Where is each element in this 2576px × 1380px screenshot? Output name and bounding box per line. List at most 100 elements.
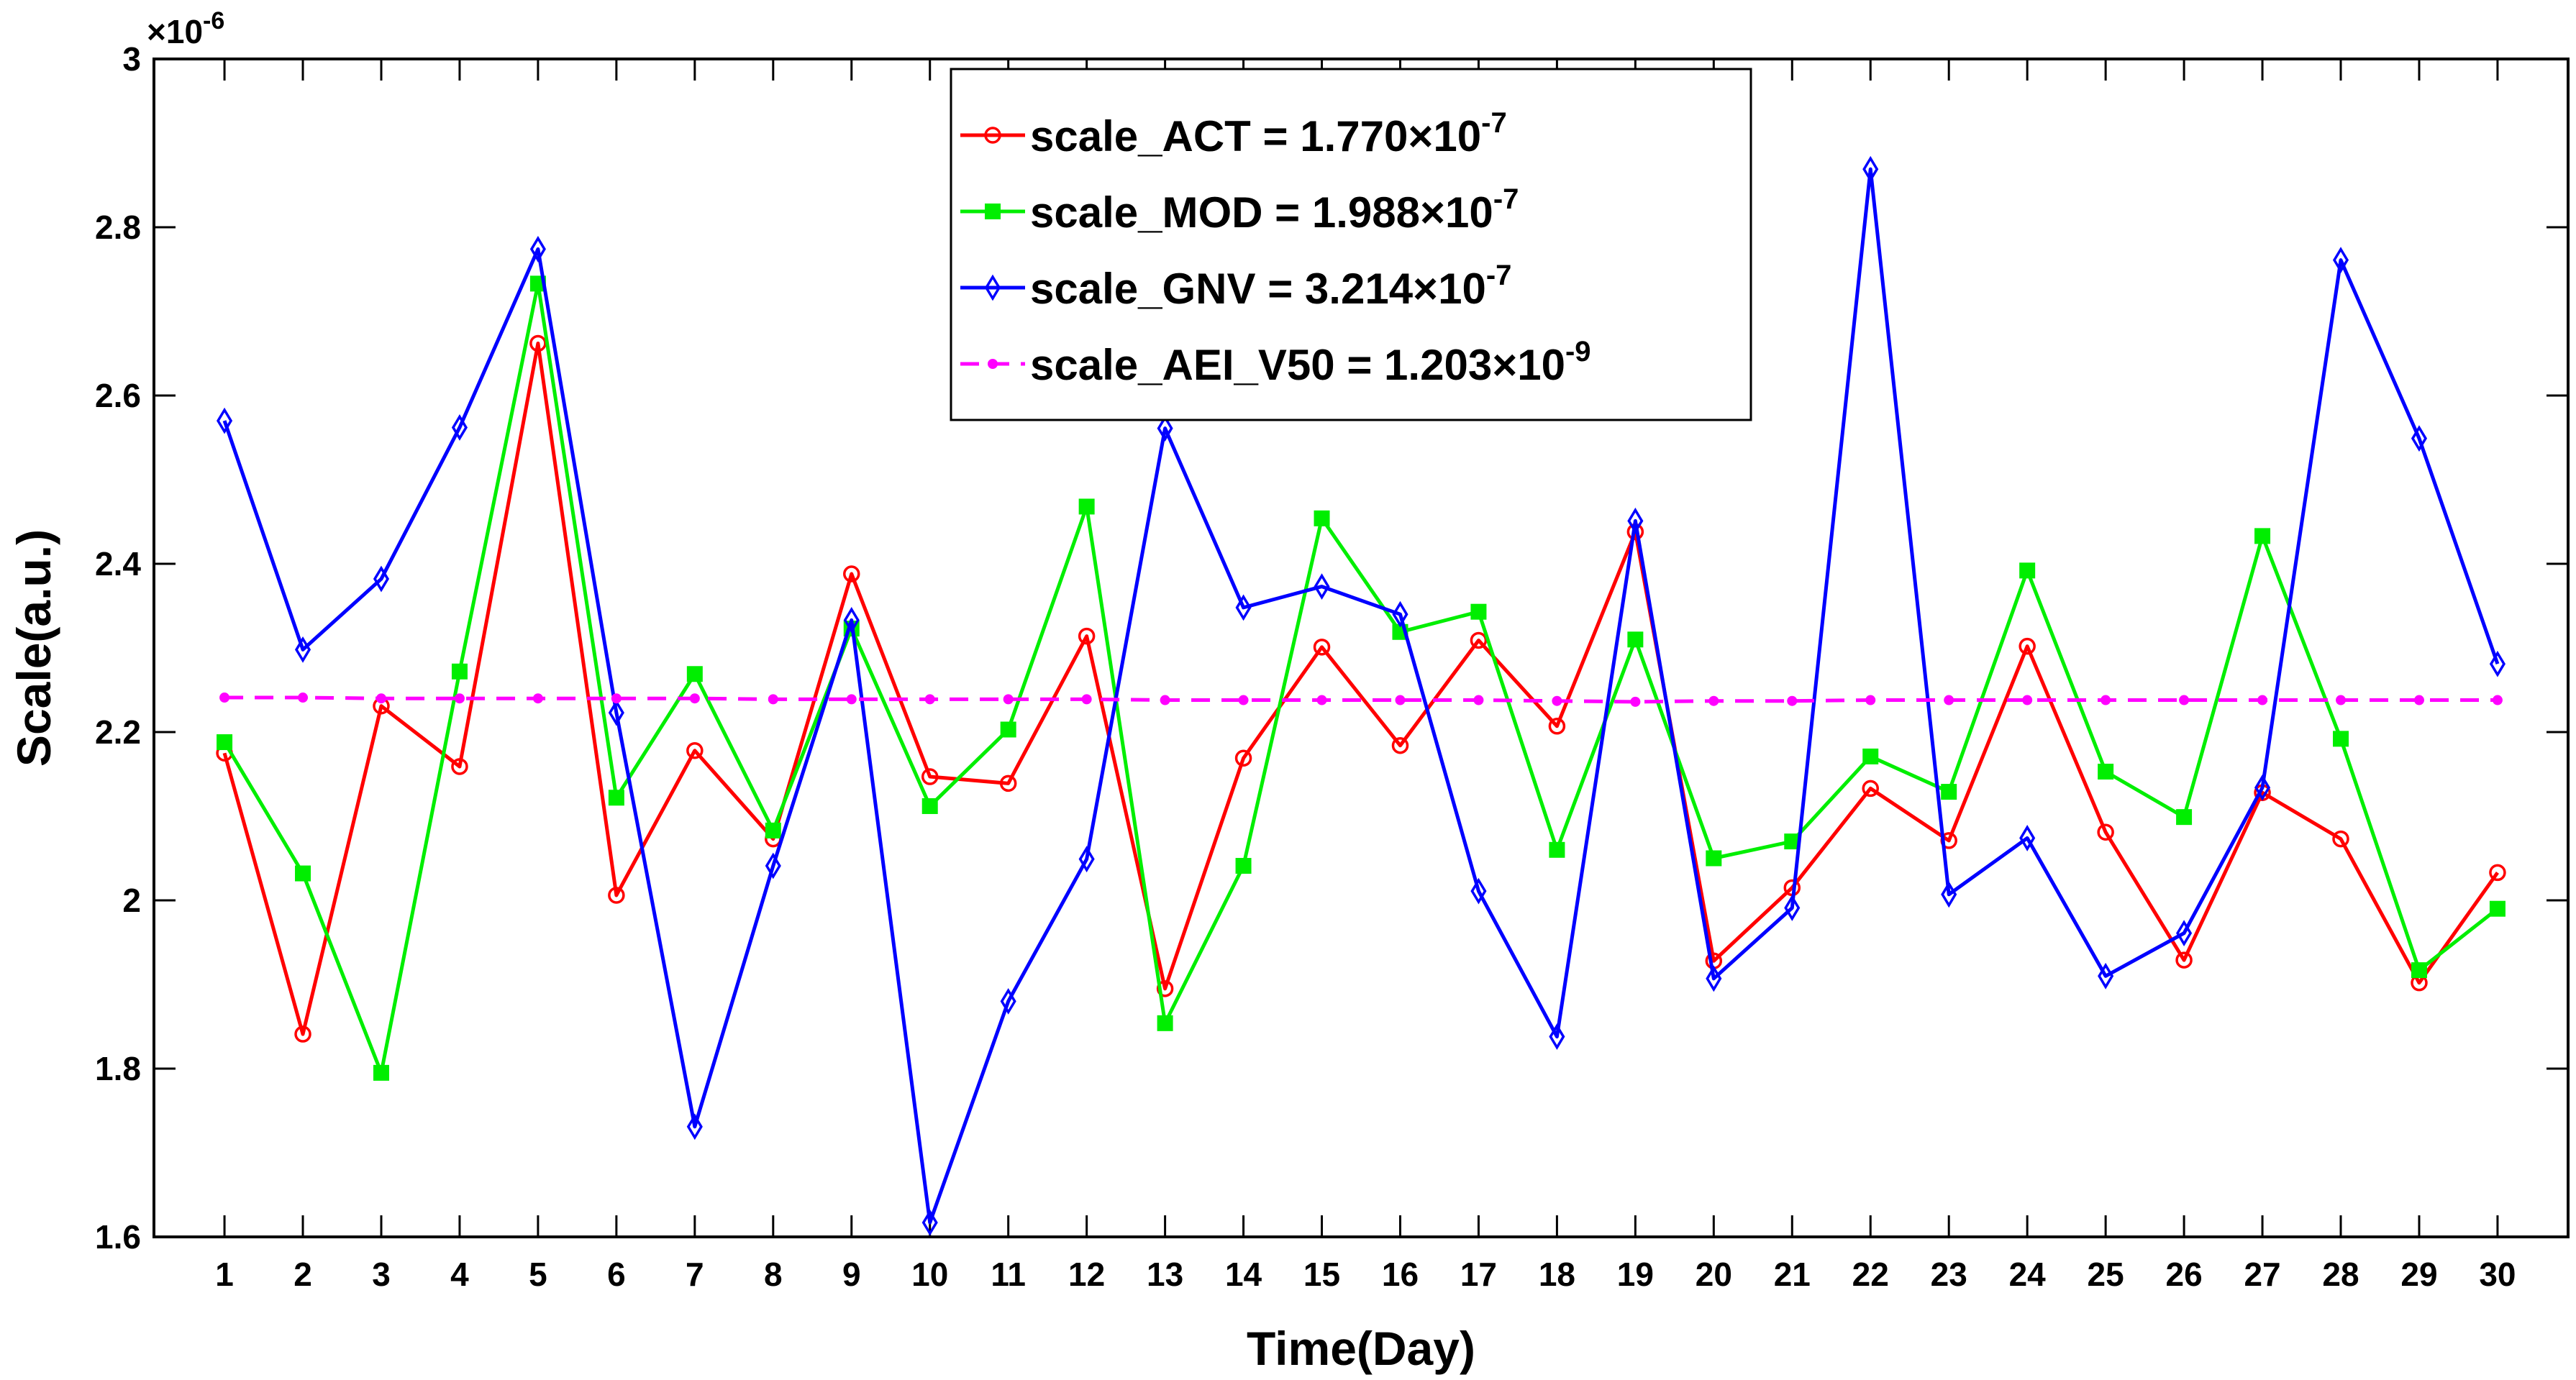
data-point-scale_GNV [2019,825,2036,851]
data-point-scale_ACT [921,768,939,785]
data-point-scale_MOD [451,663,468,680]
data-point-scale_GNV [1000,987,1016,1015]
legend-box [950,68,1752,421]
data-point-scale_GNV [373,565,390,593]
x-tick-label: 6 [607,1256,626,1293]
data-point-scale_ACT [1391,736,1409,754]
x-tick-label: 15 [1303,1256,1340,1293]
legend-swatch-marker [984,127,1001,144]
data-point-scale_AEI_V50 [1160,695,1170,705]
data-point-scale_GNV [529,236,546,262]
y-exponent-label: ×10-6 [147,7,224,50]
data-point-scale_MOD [686,666,703,682]
x-tick-label: 11 [991,1256,1026,1293]
x-tick-label: 22 [1852,1256,1889,1293]
x-tick-label: 14 [1225,1256,1262,1293]
legend: scale_ACT = 1.770×10-7 scale_MOD = 1.988×… [950,68,1752,421]
data-point-scale_MOD [2019,562,2036,579]
x-tick-label: 13 [1147,1256,1183,1293]
x-tick-label: 10 [911,1256,948,1293]
data-point-scale_AEI_V50 [1865,695,1876,705]
data-point-scale_AEI_V50 [2257,695,2268,705]
data-point-scale_MOD [373,1064,389,1081]
data-point-scale_MOD [1470,603,1487,620]
legend-swatch-marker [984,274,1001,301]
data-point-scale_MOD [2333,731,2349,747]
x-tick-label: 30 [2479,1256,2516,1293]
x-tick-label: 16 [1382,1256,1419,1293]
data-point-scale_AEI_V50 [1630,696,1641,707]
data-point-scale_AEI_V50 [924,694,935,705]
data-point-scale_MOD [1941,784,1957,800]
data-point-scale_GNV [686,1113,703,1141]
data-point-scale_MOD [1235,858,1252,874]
y-tick-label: 1.6 [95,1218,141,1256]
data-point-scale_AEI_V50 [1238,695,1249,705]
plot-frame [153,58,2570,1238]
x-tick-label: 21 [1774,1256,1811,1293]
x-tick-label: 18 [1539,1256,1575,1293]
data-point-scale_MOD [1627,631,1644,648]
x-tick-label: 29 [2400,1256,2437,1293]
series-scale_GNV [217,155,2506,1236]
data-point-scale_GNV [2176,920,2193,947]
data-point-scale_GNV [451,414,468,441]
data-point-scale_ACT [999,774,1017,792]
data-point-scale_AEI_V50 [219,693,230,703]
x-tick-label: 8 [764,1256,783,1293]
data-point-scale_MOD [2411,962,2427,979]
x-tick-label: 23 [1931,1256,1967,1293]
data-point-scale_GNV [1549,1023,1565,1050]
series-line-scale_MOD [222,281,2499,1075]
data-point-scale_GNV [2254,774,2271,801]
series-layer [216,155,2506,1236]
legend-label-scale_GNV: scale_GNV = 3.214×10-7 [1030,260,1511,313]
data-point-scale_ACT [2489,864,2506,882]
x-tick-label: 24 [2009,1256,2047,1293]
data-point-scale_ACT [529,334,547,352]
legend-label-scale_ACT: scale_ACT = 1.770×10-7 [1030,107,1507,160]
y-tick-label: 2 [122,882,141,919]
x-tick-label: 20 [1696,1256,1732,1293]
legend-swatch-marker [985,204,1001,219]
data-point-scale_MOD [1549,841,1565,858]
data-point-scale_AEI_V50 [1003,694,1014,705]
data-point-scale_GNV [2332,247,2349,274]
data-point-scale_AEI_V50 [2022,695,2033,705]
data-point-scale_GNV [2489,650,2506,677]
series-scale_AEI_V50 [219,693,2503,707]
x-tick-label: 17 [1460,1256,1497,1293]
data-point-scale_AEI_V50 [1081,694,1092,705]
data-point-scale_ACT [1234,749,1252,767]
x-tick-label: 4 [450,1256,469,1293]
data-point-scale_GNV [1941,881,1957,908]
y-axis-title: Scale(a.u.) [7,529,60,767]
data-point-scale_ACT [843,565,860,582]
data-point-scale_GNV [217,407,233,434]
x-tick-label: 27 [2244,1256,2280,1293]
data-point-scale_MOD [2176,809,2193,826]
x-tick-label: 1 [215,1256,234,1293]
data-point-scale_AEI_V50 [1316,695,1327,705]
data-point-scale_MOD [295,865,311,882]
legend-swatch-marker [988,359,998,369]
x-tick-label: 28 [2322,1256,2359,1293]
data-point-scale_GNV [1314,573,1330,600]
data-point-scale_MOD [608,790,624,806]
data-point-scale_MOD [217,734,233,751]
data-point-scale_ACT [1156,980,1174,997]
data-point-scale_ACT [1470,631,1488,649]
data-point-scale_ACT [1078,627,1096,645]
data-point-scale_ACT [1862,780,1879,798]
x-axis-title: Time(Day) [1247,1322,1475,1375]
x-tick-label: 9 [842,1256,861,1293]
tick-labels: 1.61.822.22.42.62.831 2 3 4 5 6 7 8 9 10 11 12 13 14 1… [95,40,2516,1293]
x-tick-label: 25 [2088,1256,2124,1293]
data-point-scale_GNV [921,1209,938,1236]
data-point-scale_GNV [1784,895,1801,921]
data-point-scale_GNV [1706,965,1722,992]
data-point-scale_GNV [1157,415,1173,442]
legend-label-scale_AEI_V50: scale_AEI_V50 = 1.203×10-9 [1030,336,1591,389]
y-tick-label: 3 [122,40,141,78]
